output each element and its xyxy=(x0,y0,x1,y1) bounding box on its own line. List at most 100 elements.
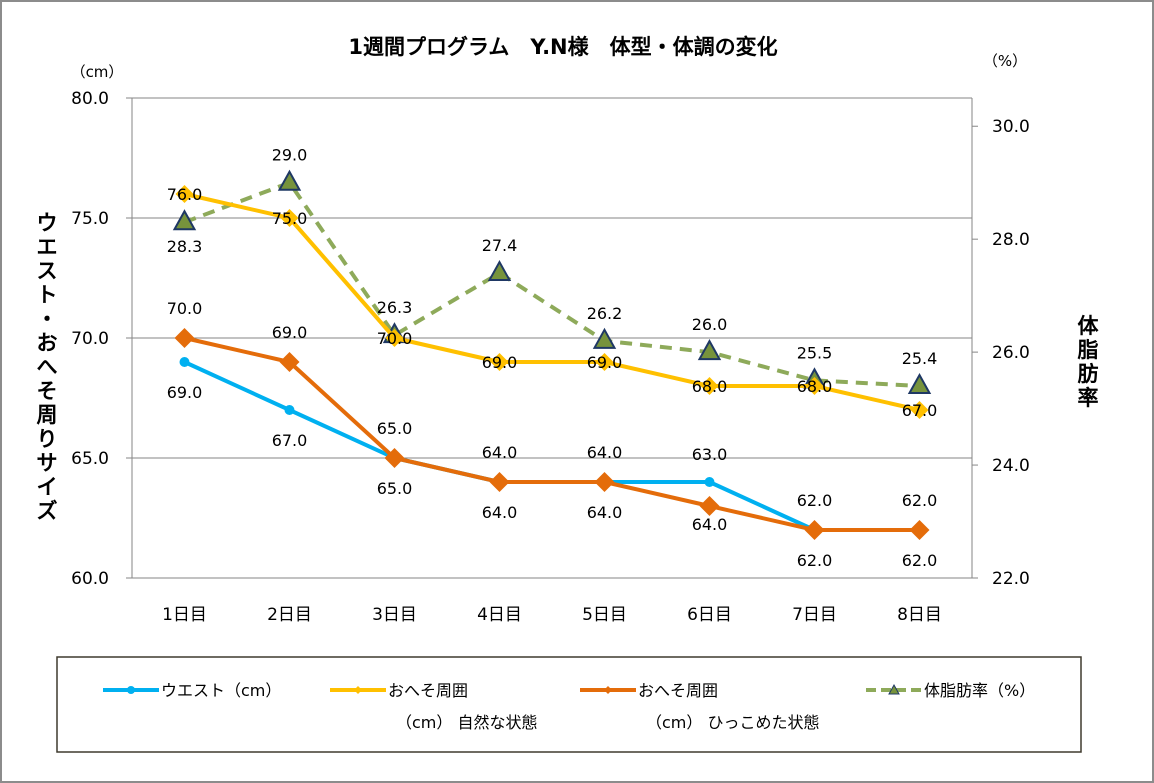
x-tick-label: 3日目 xyxy=(372,605,417,625)
right-axis-title-char: 率 xyxy=(1078,386,1099,410)
data-label: 69.0 xyxy=(482,353,518,372)
series-group xyxy=(172,169,932,540)
data-label: 68.0 xyxy=(692,377,728,396)
data-label: 25.4 xyxy=(902,349,938,368)
right-axis-title-char: 脂 xyxy=(1078,338,1099,362)
data-point xyxy=(910,401,929,419)
legend-swatch-marker xyxy=(127,686,135,694)
left-tick-label: 75.0 xyxy=(71,209,109,229)
data-label: 64.0 xyxy=(587,503,623,522)
data-label: 62.0 xyxy=(797,551,833,570)
x-tick-label: 6日目 xyxy=(687,605,732,625)
right-tick-label: 30.0 xyxy=(992,117,1030,137)
legend-item: 体脂肪率（%） xyxy=(866,681,1035,700)
left-axis-title-char: ス xyxy=(37,259,58,283)
right-axis-ticks: 22.0 24.0 26.0 28.0 30.0 xyxy=(972,117,1030,589)
data-label: 62.0 xyxy=(797,491,833,510)
left-tick-label: 65.0 xyxy=(71,449,109,469)
legend-box xyxy=(56,656,1082,753)
data-point xyxy=(594,472,615,492)
data-point xyxy=(592,327,617,349)
legend-label: （cm） 自然な状態 xyxy=(396,713,537,732)
data-label: 64.0 xyxy=(692,515,728,534)
legend-item: ウエスト（cm） xyxy=(103,681,281,700)
right-axis-unit: （%） xyxy=(983,52,1027,70)
data-point xyxy=(175,185,194,203)
legend-item: おへそ周囲 （cm） 自然な状態 xyxy=(330,681,537,732)
data-label: 26.3 xyxy=(377,298,413,317)
legend-label: おへそ周囲 xyxy=(388,681,468,700)
x-tick-label: 5日目 xyxy=(582,605,627,625)
data-point xyxy=(697,339,722,361)
series-line xyxy=(184,192,920,412)
left-axis-title-char: ズ xyxy=(37,499,58,523)
left-tick-label: 70.0 xyxy=(71,329,109,349)
x-tick-label: 4日目 xyxy=(477,605,522,625)
right-axis-title-char: 体 xyxy=(1078,314,1100,338)
left-axis-unit: （cm） xyxy=(71,63,124,81)
left-tick-label: 60.0 xyxy=(71,569,109,589)
left-axis-ticks: 60.0 65.0 70.0 75.0 80.0 xyxy=(71,89,132,589)
data-point xyxy=(489,472,510,492)
data-label: 25.5 xyxy=(797,343,833,362)
data-label: 65.0 xyxy=(377,479,413,498)
data-label: 67.0 xyxy=(902,401,938,420)
data-labels: 69.0 67.0 65.0 64.0 64.0 64.0 62.0 62.0 76.0 75.0… xyxy=(167,146,938,570)
data-point xyxy=(704,477,715,487)
left-axis-title-char: り xyxy=(37,427,58,451)
data-point xyxy=(490,353,509,371)
left-axis-title-char: ト xyxy=(37,283,58,307)
data-label: 28.3 xyxy=(167,237,203,256)
right-tick-label: 22.0 xyxy=(992,569,1030,589)
data-point xyxy=(279,352,300,372)
data-label: 76.0 xyxy=(167,185,203,204)
legend-item: おへそ周囲 （cm） ひっこめた状態 xyxy=(580,681,819,732)
data-point xyxy=(487,259,512,282)
legend-swatch-marker xyxy=(604,686,612,694)
data-point xyxy=(280,209,299,227)
left-axis-title-char: へ xyxy=(37,355,58,379)
data-label: 64.0 xyxy=(482,443,518,462)
series-1 xyxy=(175,185,929,419)
left-axis-title-char: お xyxy=(37,331,58,355)
right-axis-title-char: 肪 xyxy=(1078,362,1099,386)
left-axis-title-char: サ xyxy=(37,451,58,475)
data-label: 69.0 xyxy=(167,383,203,402)
legend-swatch-marker xyxy=(888,683,900,695)
left-axis-title-char: ・ xyxy=(37,307,58,331)
chart-title: 1週間プログラム Y.N様 体型・体調の変化 xyxy=(348,35,777,59)
legend-swatch-marker xyxy=(354,686,362,694)
legend-label: （cm） ひっこめた状態 xyxy=(646,713,819,732)
data-point xyxy=(174,328,195,348)
data-label: 70.0 xyxy=(377,329,413,348)
data-point xyxy=(284,405,295,415)
data-label: 75.0 xyxy=(272,209,308,228)
data-point xyxy=(805,377,824,395)
x-axis-ticks: 1日目 2日目 3日目 4日目 5日目 6日目 7日目 8日目 xyxy=(162,605,942,625)
legend-label: おへそ周囲 xyxy=(638,681,718,700)
right-tick-label: 28.0 xyxy=(992,230,1030,250)
data-point xyxy=(699,496,720,516)
left-axis-title-char: そ xyxy=(37,379,58,403)
data-label: 26.0 xyxy=(692,315,728,334)
right-tick-label: 24.0 xyxy=(992,456,1030,476)
data-point xyxy=(179,357,190,367)
left-axis-title-char: ウ xyxy=(37,211,58,235)
series-2 xyxy=(174,328,930,540)
data-point xyxy=(277,169,302,191)
data-label: 69.0 xyxy=(587,353,623,372)
data-label: 65.0 xyxy=(377,419,413,438)
data-point xyxy=(595,353,614,371)
x-tick-label: 2日目 xyxy=(267,605,312,625)
x-tick-label: 7日目 xyxy=(792,605,837,625)
data-label: 67.0 xyxy=(272,431,308,450)
data-label: 62.0 xyxy=(902,491,938,510)
x-tick-label: 8日目 xyxy=(897,605,942,625)
series-3 xyxy=(172,169,932,394)
left-axis-title-char: 周 xyxy=(37,403,58,427)
left-axis-title-char: エ xyxy=(37,235,58,259)
data-label: 29.0 xyxy=(272,146,308,165)
